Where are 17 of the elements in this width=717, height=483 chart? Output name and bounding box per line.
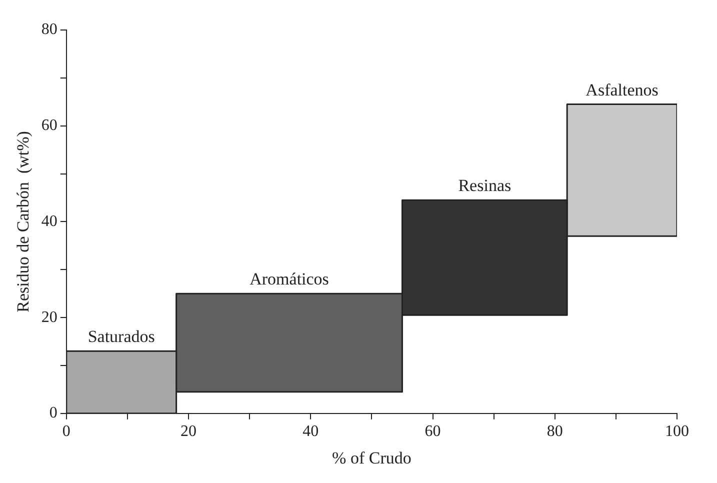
y-tick-label: 80 — [41, 21, 58, 38]
x-tick-label: 60 — [424, 423, 441, 440]
y-tick-label: 60 — [41, 117, 58, 134]
x-axis-title: % of Crudo — [332, 448, 412, 468]
x-tick-label: 100 — [665, 423, 689, 440]
y-tick-label: 40 — [41, 212, 58, 230]
annotation: Resinas — [458, 176, 512, 196]
y-tick-label: 20 — [41, 308, 58, 326]
annotation: Aromáticos — [250, 270, 329, 289]
x-tick-label: 40 — [302, 423, 319, 440]
x-tick-label: 0 — [62, 423, 70, 440]
y-axis-title: Residuo de Carbón (wt%) — [14, 131, 33, 312]
x-tick-label: 20 — [180, 423, 197, 440]
y-tick-label: 0 — [49, 404, 58, 422]
annotation: Saturados — [88, 327, 155, 346]
annotation: Asfaltenos — [586, 80, 658, 100]
x-tick-label: 80 — [546, 423, 563, 440]
